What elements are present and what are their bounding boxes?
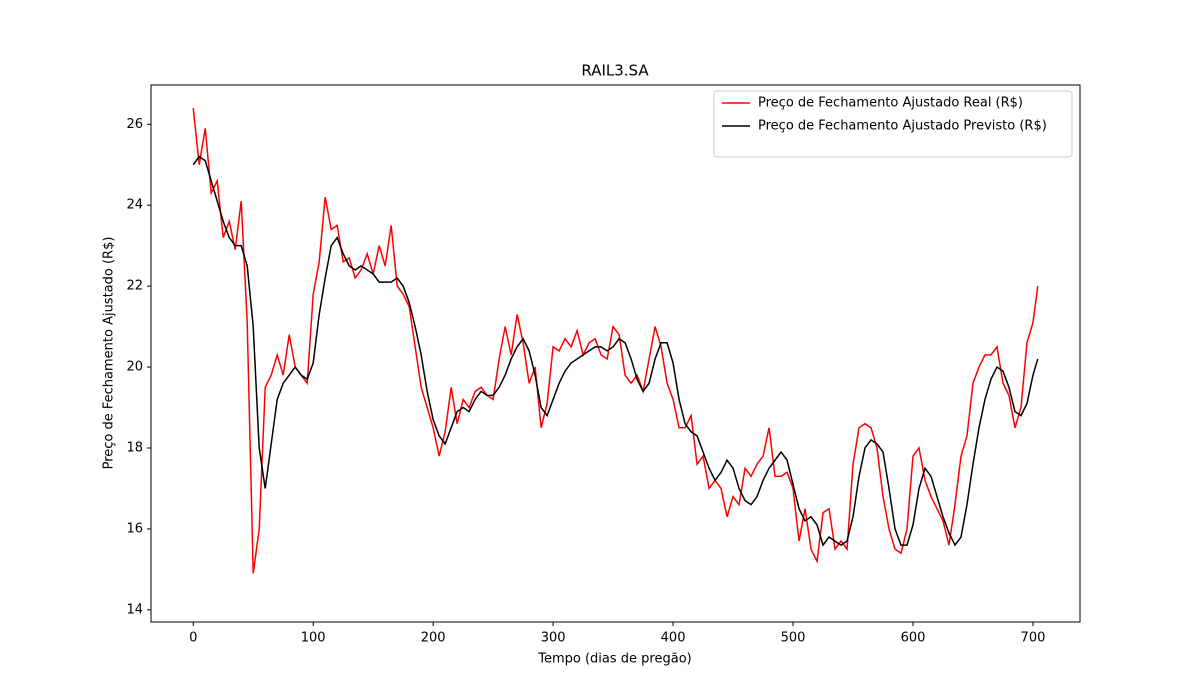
x-tick-label: 700 [1021, 631, 1046, 646]
legend-box [713, 90, 1073, 158]
plot-frame [150, 84, 1081, 623]
x-tick-label: 300 [541, 631, 566, 646]
legend-label: Preço de Fechamento Ajustado Real (R$) [758, 96, 1023, 111]
x-tick-label: 600 [901, 631, 926, 646]
data-line [192, 107, 1039, 574]
y-tick-label: 22 [126, 279, 143, 294]
chart-title: RAIL3.SA [581, 62, 649, 80]
x-tick-label: 500 [781, 631, 806, 646]
y-axis-label: Preço de Fechamento Ajustado (R$) [102, 237, 117, 470]
x-tick-label: 200 [421, 631, 446, 646]
y-tick-label: 26 [126, 117, 143, 132]
y-tick-label: 16 [126, 521, 143, 536]
x-tick-label: 100 [301, 631, 326, 646]
x-axis-label: Tempo (dias de pregão) [537, 652, 691, 667]
x-tick-label: 0 [189, 631, 197, 646]
x-tick-label: 400 [661, 631, 686, 646]
y-tick-label: 14 [126, 602, 143, 617]
y-tick-label: 20 [126, 360, 143, 375]
y-tick-label: 18 [126, 440, 143, 455]
legend-label: Preço de Fechamento Ajustado Previsto (R… [758, 119, 1047, 134]
y-tick-label: 24 [126, 198, 143, 213]
data-line [192, 155, 1039, 547]
